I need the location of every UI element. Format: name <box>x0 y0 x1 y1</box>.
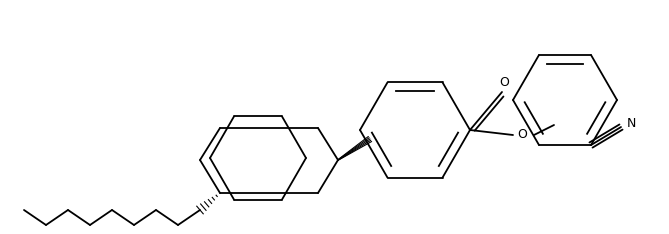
Text: O: O <box>517 128 527 142</box>
Text: O: O <box>499 76 509 88</box>
Text: N: N <box>627 117 636 130</box>
